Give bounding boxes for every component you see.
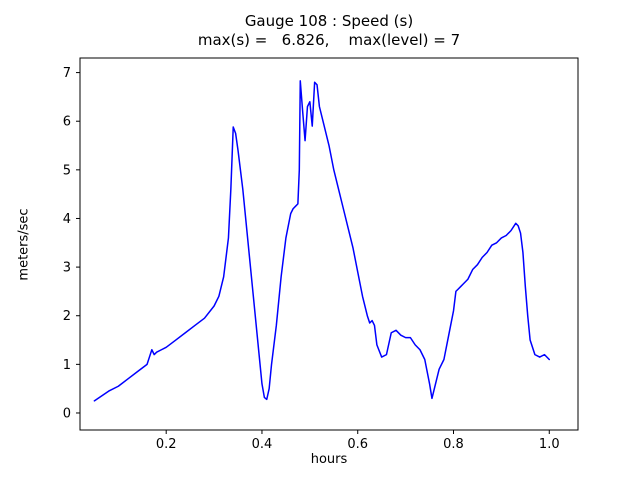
y-axis-label: meters/sec [16, 208, 32, 281]
y-tick-label: 2 [63, 309, 71, 324]
y-tick-label: 3 [63, 261, 71, 276]
x-tick-label: 0.8 [443, 437, 464, 452]
x-tick-label: 1.0 [539, 437, 560, 452]
y-tick-label: 6 [63, 115, 71, 130]
y-tick-label: 1 [63, 358, 71, 373]
speed-line [93, 80, 551, 402]
y-tick-label: 7 [63, 66, 71, 81]
y-tick-label: 4 [63, 212, 71, 227]
x-tick-label: 0.2 [156, 437, 177, 452]
axes-frame [79, 57, 579, 431]
x-tick-label: 0.6 [347, 437, 368, 452]
x-axis-label: hours [310, 452, 348, 467]
y-tick-label: 5 [63, 163, 71, 178]
chart-title: Gauge 108 : Speed (s) [244, 12, 414, 30]
x-tick-label: 0.4 [252, 437, 273, 452]
y-tick-label: 0 [63, 406, 71, 421]
chart-subtitle: max(s) = 6.826, max(level) = 7 [197, 31, 461, 49]
